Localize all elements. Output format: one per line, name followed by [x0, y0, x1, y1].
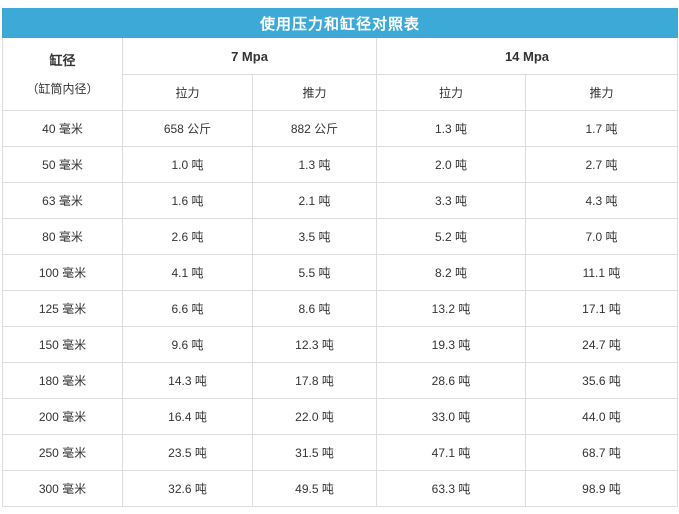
push-14mpa-cell: 2.7 吨: [525, 146, 678, 183]
pull-7mpa-cell: 1.6 吨: [122, 182, 253, 219]
pull-7mpa-cell: 1.0 吨: [122, 146, 253, 183]
pressure-group-header-row: 缸径 （缸筒内径） 7 Mpa 14 Mpa: [2, 37, 678, 111]
push-7mpa-cell: 2.1 吨: [252, 182, 377, 219]
pull-14mpa-cell: 19.3 吨: [376, 326, 526, 363]
table-row: 300 毫米 32.6 吨 49.5 吨 63.3 吨 98.9 吨: [2, 470, 678, 507]
push-7mpa-cell: 1.3 吨: [252, 146, 377, 183]
table-row: 100 毫米 4.1 吨 5.5 吨 8.2 吨 11.1 吨: [2, 254, 678, 291]
pull-14mpa-cell: 3.3 吨: [376, 182, 526, 219]
bore-header-line2: （缸筒内径）: [26, 81, 99, 96]
pull-7mpa-cell: 9.6 吨: [122, 326, 253, 363]
bore-cell: 180 毫米: [2, 362, 123, 399]
table-title: 使用压力和缸径对照表: [2, 8, 678, 38]
pull-14mpa-header: 拉力: [376, 74, 526, 111]
pull-14mpa-cell: 63.3 吨: [376, 470, 526, 507]
push-7mpa-cell: 882 公斤: [252, 110, 377, 147]
bore-cell: 63 毫米: [2, 182, 123, 219]
push-7mpa-cell: 3.5 吨: [252, 218, 377, 255]
table-row: 50 毫米 1.0 吨 1.3 吨 2.0 吨 2.7 吨: [2, 146, 678, 183]
push-14mpa-cell: 4.3 吨: [525, 182, 678, 219]
push-14mpa-cell: 24.7 吨: [525, 326, 678, 363]
pull-7mpa-cell: 32.6 吨: [122, 470, 253, 507]
bore-cell: 80 毫米: [2, 218, 123, 255]
pull-14mpa-cell: 2.0 吨: [376, 146, 526, 183]
pressure-14mpa-header: 14 Mpa: [376, 37, 678, 75]
push-14mpa-cell: 68.7 吨: [525, 434, 678, 471]
pull-14mpa-cell: 8.2 吨: [376, 254, 526, 291]
table-row: 63 毫米 1.6 吨 2.1 吨 3.3 吨 4.3 吨: [2, 182, 678, 219]
pull-14mpa-cell: 13.2 吨: [376, 290, 526, 327]
bore-cell: 125 毫米: [2, 290, 123, 327]
pull-14mpa-cell: 1.3 吨: [376, 110, 526, 147]
pull-7mpa-cell: 6.6 吨: [122, 290, 253, 327]
push-14mpa-cell: 44.0 吨: [525, 398, 678, 435]
push-14mpa-cell: 35.6 吨: [525, 362, 678, 399]
push-14mpa-cell: 1.7 吨: [525, 110, 678, 147]
bore-cell: 100 毫米: [2, 254, 123, 291]
pull-7mpa-cell: 658 公斤: [122, 110, 253, 147]
push-14mpa-cell: 98.9 吨: [525, 470, 678, 507]
pull-7mpa-header: 拉力: [122, 74, 253, 111]
table-row: 200 毫米 16.4 吨 22.0 吨 33.0 吨 44.0 吨: [2, 398, 678, 435]
bore-cell: 250 毫米: [2, 434, 123, 471]
bore-cell: 200 毫米: [2, 398, 123, 435]
push-7mpa-header: 推力: [252, 74, 377, 111]
pull-7mpa-cell: 16.4 吨: [122, 398, 253, 435]
push-7mpa-cell: 31.5 吨: [252, 434, 377, 471]
table-row: 80 毫米 2.6 吨 3.5 吨 5.2 吨 7.0 吨: [2, 218, 678, 255]
bore-cell: 40 毫米: [2, 110, 123, 147]
pull-7mpa-cell: 14.3 吨: [122, 362, 253, 399]
bore-header-cell: 缸径 （缸筒内径）: [2, 37, 123, 111]
pull-14mpa-cell: 5.2 吨: [376, 218, 526, 255]
pressure-table-wrapper: 使用压力和缸径对照表 缸径 （缸筒内径） 7 Mpa 14 Mpa 拉力 推力 …: [2, 8, 678, 507]
table-title-row: 使用压力和缸径对照表: [2, 8, 678, 38]
table-row: 40 毫米 658 公斤 882 公斤 1.3 吨 1.7 吨: [2, 110, 678, 147]
table-row: 125 毫米 6.6 吨 8.6 吨 13.2 吨 17.1 吨: [2, 290, 678, 327]
push-14mpa-cell: 7.0 吨: [525, 218, 678, 255]
pull-14mpa-cell: 28.6 吨: [376, 362, 526, 399]
pull-7mpa-cell: 4.1 吨: [122, 254, 253, 291]
bore-header-line1: 缸径: [49, 52, 76, 68]
pull-14mpa-cell: 47.1 吨: [376, 434, 526, 471]
bore-cell: 300 毫米: [2, 470, 123, 507]
push-14mpa-cell: 17.1 吨: [525, 290, 678, 327]
pressure-7mpa-header: 7 Mpa: [122, 37, 377, 75]
pressure-bore-table: 使用压力和缸径对照表 缸径 （缸筒内径） 7 Mpa 14 Mpa 拉力 推力 …: [2, 8, 678, 507]
pull-14mpa-cell: 33.0 吨: [376, 398, 526, 435]
pull-7mpa-cell: 23.5 吨: [122, 434, 253, 471]
push-7mpa-cell: 8.6 吨: [252, 290, 377, 327]
push-7mpa-cell: 5.5 吨: [252, 254, 377, 291]
bore-cell: 50 毫米: [2, 146, 123, 183]
push-7mpa-cell: 22.0 吨: [252, 398, 377, 435]
push-7mpa-cell: 17.8 吨: [252, 362, 377, 399]
table-row: 180 毫米 14.3 吨 17.8 吨 28.6 吨 35.6 吨: [2, 362, 678, 399]
bore-cell: 150 毫米: [2, 326, 123, 363]
table-row: 150 毫米 9.6 吨 12.3 吨 19.3 吨 24.7 吨: [2, 326, 678, 363]
push-7mpa-cell: 49.5 吨: [252, 470, 377, 507]
push-7mpa-cell: 12.3 吨: [252, 326, 377, 363]
pull-7mpa-cell: 2.6 吨: [122, 218, 253, 255]
table-row: 250 毫米 23.5 吨 31.5 吨 47.1 吨 68.7 吨: [2, 434, 678, 471]
push-14mpa-cell: 11.1 吨: [525, 254, 678, 291]
push-14mpa-header: 推力: [525, 74, 678, 111]
force-subheader-row: 拉力 推力 拉力 推力: [3, 74, 678, 111]
